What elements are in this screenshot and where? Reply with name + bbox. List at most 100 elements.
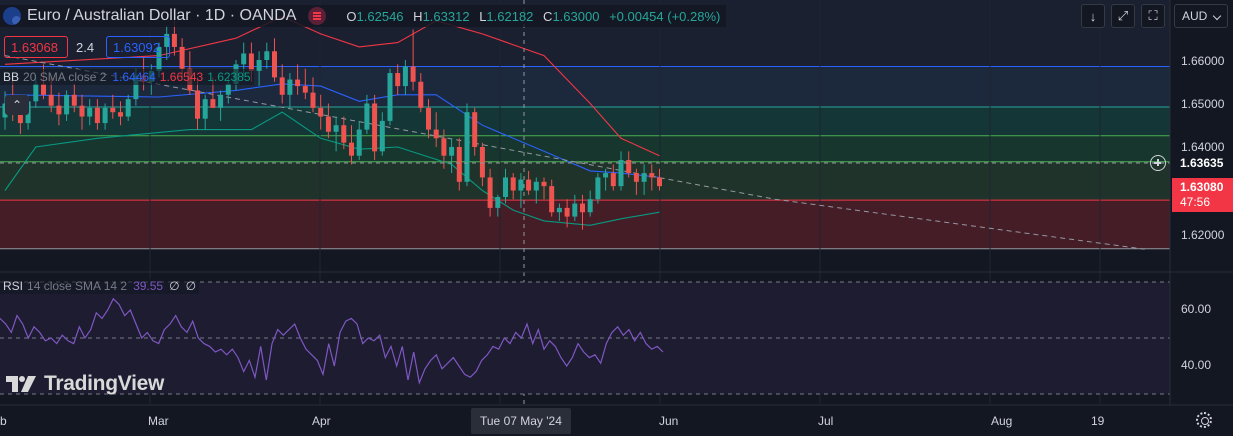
candle xyxy=(218,90,224,121)
high-value: 1.63312 xyxy=(422,8,470,24)
candle xyxy=(110,94,116,119)
fullscreen-button[interactable]: ⛶ xyxy=(1141,4,1165,28)
sell-button[interactable]: 1.63068 xyxy=(4,36,68,58)
download-button[interactable]: ↓ xyxy=(1081,4,1105,28)
candle-body xyxy=(441,138,447,156)
high-label: H xyxy=(413,8,423,24)
candle xyxy=(71,83,77,113)
candle xyxy=(587,190,593,217)
candle-body xyxy=(603,173,609,178)
rsi-band-value: ∅ xyxy=(185,279,197,293)
last-price-value: 1.63080 xyxy=(1180,180,1224,194)
rsi-axis-label-2: 40.00 xyxy=(1181,358,1212,372)
candle xyxy=(549,179,555,217)
candle-body xyxy=(41,83,46,95)
candle xyxy=(302,68,308,100)
candle-body xyxy=(433,129,439,139)
candle xyxy=(495,194,501,217)
bb-upper-value: 1.66543 xyxy=(159,70,204,84)
candle-body xyxy=(541,181,547,187)
symbol-title[interactable]: Euro / Australian Dollar · 1D · OANDA xyxy=(27,7,297,24)
candle xyxy=(449,138,455,174)
bb-legend[interactable]: BB 20 SMA close 2 1.64464 1.66543 1.6238… xyxy=(0,69,254,85)
candle xyxy=(379,112,385,156)
low-value: 1.62182 xyxy=(486,8,534,24)
candle-body xyxy=(395,73,401,87)
candle-body xyxy=(510,177,516,191)
candle-body xyxy=(225,83,231,95)
candle-body xyxy=(56,105,62,115)
currency-selector[interactable]: AUD xyxy=(1174,4,1228,28)
price-label-2: 1.65000 xyxy=(1181,97,1225,111)
candle-body xyxy=(356,129,362,156)
candle-body xyxy=(287,79,293,95)
candle xyxy=(295,64,301,95)
rsi-name: RSI xyxy=(3,279,24,293)
candle-body xyxy=(341,125,347,143)
candle xyxy=(533,177,539,204)
time-label-5: Jul xyxy=(818,414,834,428)
candle-body xyxy=(110,107,116,113)
candle xyxy=(102,103,108,130)
candle xyxy=(626,151,632,178)
candle-body xyxy=(210,99,216,108)
price-label-3: 1.64000 xyxy=(1181,140,1225,154)
candle xyxy=(272,38,277,82)
candle xyxy=(510,173,516,200)
candle-body xyxy=(626,160,632,174)
eur-aud-flag-icon xyxy=(3,7,21,25)
add-alert-icon[interactable] xyxy=(1150,155,1166,171)
candle-body xyxy=(595,177,601,200)
candle xyxy=(418,73,424,113)
candle xyxy=(195,77,200,130)
candle xyxy=(118,101,123,126)
menu-icon[interactable] xyxy=(308,7,327,25)
rsi-legend[interactable]: RSI 14 close SMA 14 2 39.55 ∅ ∅ xyxy=(0,278,200,294)
candle xyxy=(580,194,585,230)
crosshair-price-label: 1.63635 xyxy=(1172,154,1233,172)
maximize-button[interactable]: ⤢ xyxy=(1111,4,1135,28)
close-value: 1.63000 xyxy=(552,8,600,24)
candle-body xyxy=(179,46,185,69)
zone-2 xyxy=(0,135,1170,162)
candle xyxy=(410,29,416,91)
change-value: +0.00454 (+0.28%) xyxy=(609,8,721,24)
candle xyxy=(572,194,578,221)
bar-countdown: 47:56 xyxy=(1180,195,1211,209)
candle-body xyxy=(71,94,77,106)
candle-body xyxy=(102,107,108,124)
candle-body xyxy=(379,120,385,152)
candle xyxy=(518,173,524,208)
tradingview-logo[interactable]: TradingView xyxy=(6,372,164,396)
collapse-legend-button[interactable]: ⌃ xyxy=(5,95,29,115)
candle xyxy=(318,94,324,130)
bb-upper-line xyxy=(4,15,660,157)
candle xyxy=(472,107,478,156)
candle-body xyxy=(610,173,616,187)
time-label-4: Jun xyxy=(659,414,679,428)
candle-body xyxy=(272,51,277,78)
settings-icon[interactable] xyxy=(1196,412,1212,428)
candle-body xyxy=(402,66,408,87)
candle xyxy=(541,177,547,200)
candle-body xyxy=(580,203,585,213)
candle-body xyxy=(79,105,85,117)
candle-body xyxy=(125,99,131,117)
candle xyxy=(441,129,447,169)
candle-body xyxy=(64,94,70,115)
candle-body xyxy=(410,66,416,82)
candle xyxy=(556,203,562,221)
open-value: 1.62546 xyxy=(356,8,404,24)
candle-body xyxy=(164,33,170,47)
open-label: O xyxy=(346,8,357,24)
bb-lower-value: 1.62385 xyxy=(207,70,251,84)
chart-header: Euro / Australian Dollar · 1D · OANDA O1… xyxy=(0,5,727,27)
candle xyxy=(64,90,70,121)
expand-icon: ⤢ xyxy=(1117,8,1129,23)
buy-button[interactable]: 1.63092 xyxy=(106,36,170,58)
candle-body xyxy=(641,173,647,182)
time-label-3: Apr xyxy=(312,414,331,428)
candle xyxy=(564,199,570,228)
rsi-value: 39.55 xyxy=(133,279,164,293)
